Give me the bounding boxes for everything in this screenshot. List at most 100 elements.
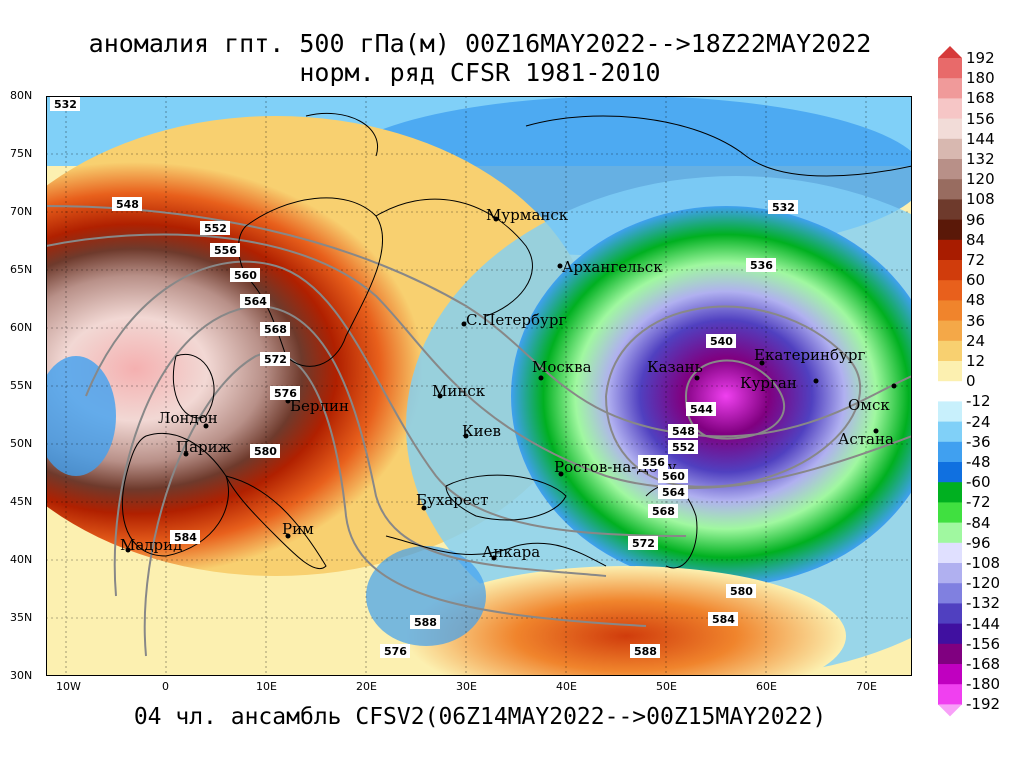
contour-label: 584 [170, 530, 200, 544]
contour-label: 568 [648, 504, 678, 518]
lat-label: 70N [10, 205, 33, 218]
contour-label: 584 [708, 612, 738, 626]
colorbar-label: -72 [966, 493, 991, 512]
svg-text:540: 540 [710, 335, 733, 348]
city-label: С.Петербург [466, 311, 566, 329]
colorbar-swatch [938, 381, 962, 402]
lon-label: 70E [856, 680, 877, 693]
colorbar-swatch [938, 78, 962, 99]
city-label: Минск [432, 382, 486, 400]
colorbar-label: 96 [966, 210, 986, 229]
colorbar-label: -36 [966, 432, 991, 451]
svg-text:564: 564 [244, 295, 267, 308]
colorbar-label: -96 [966, 533, 991, 552]
colorbar-label: 12 [966, 352, 986, 370]
colorbar-label: 60 [966, 271, 986, 290]
svg-text:588: 588 [414, 616, 437, 629]
city-label: Астана [838, 430, 894, 448]
colorbar-label: -108 [966, 554, 1001, 572]
colorbar-swatch [938, 58, 962, 79]
city-dot [557, 263, 563, 269]
city-dot [421, 505, 427, 511]
city-dot [437, 393, 443, 399]
contour-label: 588 [410, 615, 440, 629]
svg-text:568: 568 [652, 505, 675, 518]
colorbar-swatch [938, 522, 962, 544]
colorbar-swatch [938, 118, 962, 140]
footer-caption: 04 чл. ансамбль CFSV2(06Z14MAY2022-->00Z… [133, 704, 827, 730]
city-label: Курган [740, 374, 797, 392]
lon-label: 0 [162, 680, 169, 693]
contour-label: 532 [50, 97, 80, 111]
colorbar-label: 72 [966, 251, 986, 269]
contour-label: 564 [240, 294, 270, 308]
svg-text:576: 576 [384, 645, 407, 658]
city-dot [694, 375, 700, 381]
city-label: Париж [176, 438, 232, 456]
svg-text:588: 588 [634, 645, 657, 658]
contour-label: 556 [638, 455, 668, 469]
city-dot [873, 428, 879, 434]
contour-label: 580 [250, 444, 280, 458]
colorbar-swatch [938, 219, 962, 241]
colorbar-label: 192 [966, 49, 995, 67]
contour-label: 548 [112, 197, 142, 211]
city-dot [891, 383, 897, 389]
colorbar-label: 108 [966, 190, 995, 209]
lon-label: 30E [456, 680, 477, 693]
city-label: Бухарест [416, 491, 488, 509]
colorbar-label: -144 [966, 614, 1001, 633]
colorbar-arrow-bottom [938, 704, 962, 717]
colorbar-label: 132 [966, 150, 995, 168]
svg-text:544: 544 [690, 403, 713, 416]
city-label: Казань [647, 358, 703, 376]
svg-text:572: 572 [632, 537, 655, 550]
colorbar-swatch [938, 300, 962, 322]
contour-label: 568 [260, 322, 290, 336]
city-label: Архангельск [562, 258, 663, 276]
svg-text:572: 572 [264, 353, 287, 366]
svg-text:552: 552 [204, 222, 227, 235]
svg-text:580: 580 [254, 445, 277, 458]
city-dot [558, 471, 564, 477]
lat-label: 40N [10, 553, 33, 566]
title-line-1: аномалия гпт. 500 гПа(м) 00Z16MAY2022-->… [88, 29, 872, 58]
city-label: Екатеринбург [754, 346, 865, 364]
city-dot [285, 533, 291, 539]
svg-text:548: 548 [672, 425, 695, 438]
colorbar-label: -12 [966, 392, 991, 411]
lat-label: 50N [10, 437, 33, 450]
colorbar-swatch [938, 623, 962, 645]
city-dot [183, 451, 189, 457]
city-dot [538, 375, 544, 381]
contour-label: 560 [658, 469, 688, 483]
city-label: Омск [848, 396, 890, 414]
colorbar-swatch [938, 583, 962, 604]
svg-text:564: 564 [662, 486, 685, 499]
colorbar-swatch [938, 340, 962, 362]
colorbar-swatch [938, 502, 962, 524]
colorbar-swatch [938, 684, 962, 705]
contour-label: 556 [210, 243, 240, 257]
colorbar-swatch [938, 603, 962, 625]
city-label: Лондон [158, 409, 218, 427]
lon-label: 40E [556, 680, 577, 693]
colorbar-swatch [938, 542, 962, 564]
city-dot [491, 555, 497, 561]
contour-label: 544 [686, 402, 716, 416]
colorbar [938, 46, 962, 717]
colorbar-swatch [938, 320, 962, 342]
colorbar-swatch [938, 482, 962, 503]
lat-label: 80N [10, 89, 33, 102]
contour-label: 548 [668, 424, 698, 438]
colorbar-swatch [938, 462, 962, 483]
svg-text:560: 560 [662, 470, 685, 483]
colorbar-label: 168 [966, 89, 995, 108]
colorbar-swatch [938, 239, 962, 261]
colorbar-label: 144 [966, 129, 995, 148]
colorbar-label: 36 [966, 311, 986, 330]
colorbar-label: -84 [966, 513, 991, 532]
colorbar-label: 48 [966, 291, 986, 310]
city-dot [461, 321, 467, 327]
lon-label: 20E [356, 680, 377, 693]
